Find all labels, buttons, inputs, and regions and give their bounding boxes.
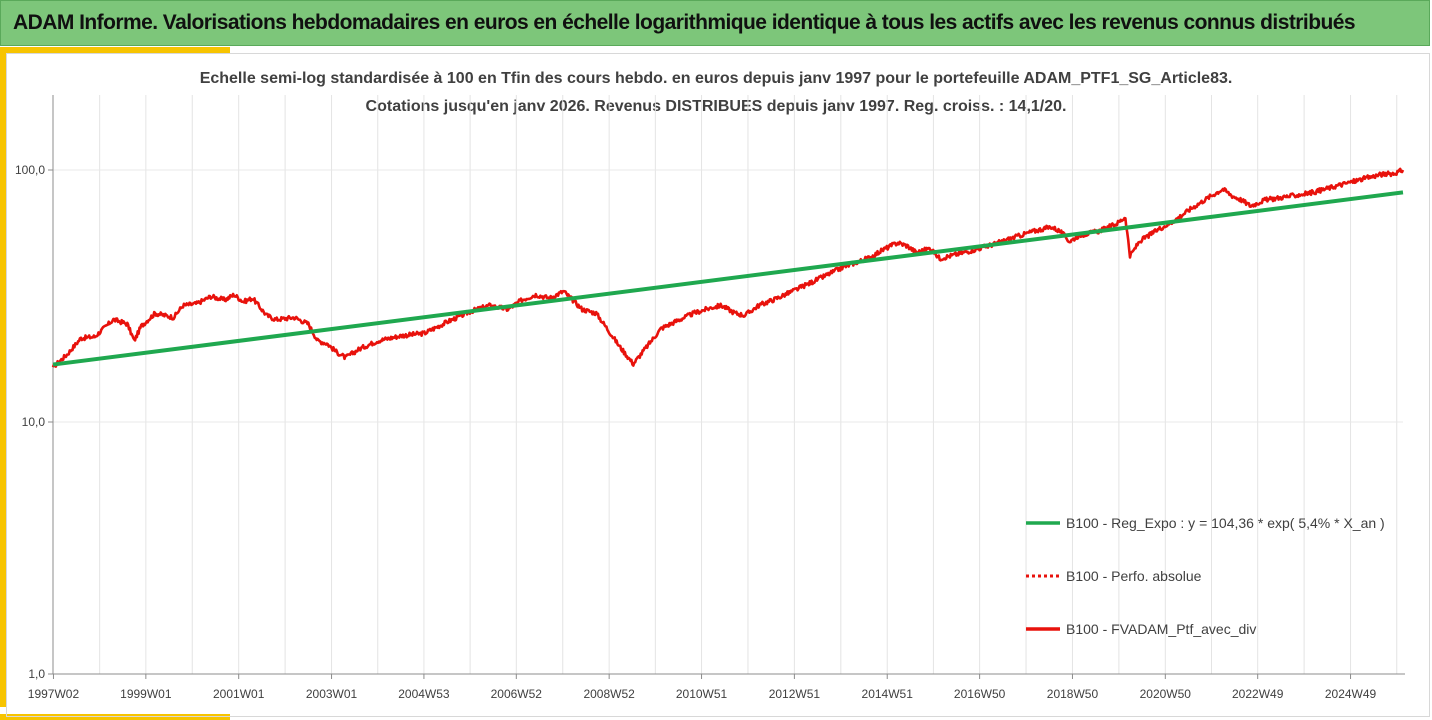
chart-title-line2: Cotations jusqu'en janv 2026. Revenus DI… bbox=[365, 98, 1067, 115]
x-tick-label: 2018W50 bbox=[1047, 687, 1099, 701]
x-tick-label: 2004W53 bbox=[398, 687, 450, 701]
legend-item-regression-label: B100 - Reg_Expo : y = 104,36 * exp( 5,4%… bbox=[1066, 515, 1385, 531]
accent-bar-bottom bbox=[0, 714, 230, 720]
y-tick-label: 100,0 bbox=[15, 163, 45, 177]
y-tick-label: 10,0 bbox=[22, 415, 46, 429]
x-tick-label: 2022W49 bbox=[1232, 687, 1284, 701]
chart-frame bbox=[6, 53, 1430, 717]
x-tick-label: 2010W51 bbox=[676, 687, 728, 701]
x-tick-label: 2012W51 bbox=[769, 687, 821, 701]
chart-title-line1: Echelle semi-log standardisée à 100 en T… bbox=[199, 70, 1233, 87]
title-banner: ADAM Informe. Valorisations hebdomadaire… bbox=[0, 0, 1430, 46]
x-tick-label: 1999W01 bbox=[120, 687, 172, 701]
series-line-regression bbox=[52, 190, 1404, 367]
x-tick-label: 2024W49 bbox=[1325, 687, 1377, 701]
x-tick-label: 2001W01 bbox=[213, 687, 265, 701]
accent-bar-top bbox=[0, 47, 230, 53]
x-tick-label: 2016W50 bbox=[954, 687, 1006, 701]
banner-title: ADAM Informe. Valorisations hebdomadaire… bbox=[13, 11, 1356, 34]
y-tick-label: 1,0 bbox=[28, 667, 45, 681]
x-tick-label: 2003W01 bbox=[306, 687, 358, 701]
legend-item-fvadam-ptf-label: B100 - FVADAM_Ptf_avec_div bbox=[1066, 621, 1256, 637]
series-line-fvadam-ptf bbox=[51, 167, 1405, 368]
accent-bar-left bbox=[0, 47, 6, 707]
x-tick-label: 2006W52 bbox=[491, 687, 543, 701]
x-tick-label: 2014W51 bbox=[862, 687, 914, 701]
x-tick-label: 1997W02 bbox=[28, 687, 80, 701]
x-tick-label: 2008W52 bbox=[583, 687, 635, 701]
x-tick-label: 2020W50 bbox=[1140, 687, 1192, 701]
legend-item-perfo-absolue-label: B100 - Perfo. absolue bbox=[1066, 568, 1202, 584]
